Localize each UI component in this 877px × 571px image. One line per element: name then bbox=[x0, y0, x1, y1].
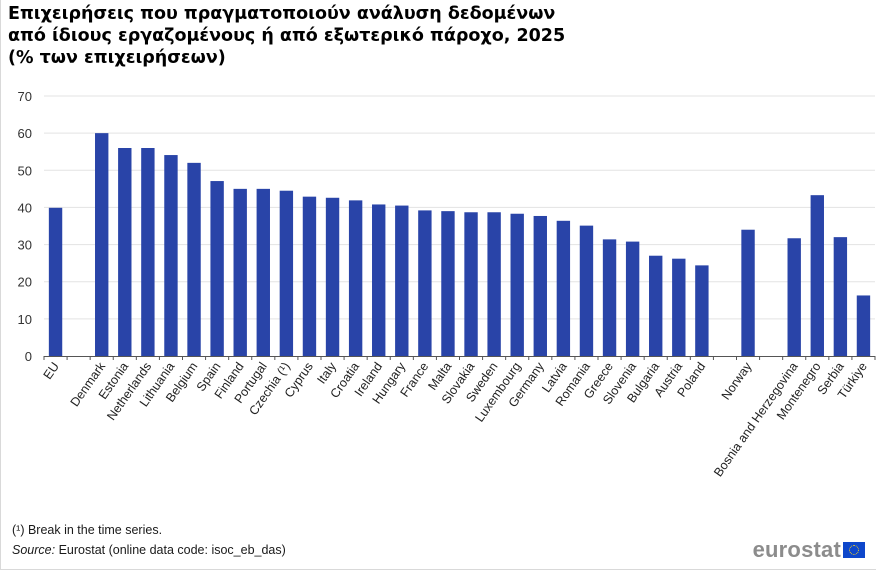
bar bbox=[395, 205, 409, 356]
footnote: (¹) Break in the time series. bbox=[12, 523, 163, 537]
bar bbox=[372, 204, 386, 356]
y-tick-label: 0 bbox=[25, 349, 32, 364]
bar bbox=[187, 162, 201, 356]
source-note: Source: Eurostat (online data code: isoc… bbox=[12, 543, 286, 557]
chart-title-line-3: (% των επιχειρήσεων) bbox=[8, 48, 226, 68]
bar bbox=[833, 237, 848, 356]
x-axis: EU DenmarkEstoniaNetherlandsLithuaniaBelg… bbox=[41, 356, 876, 479]
bar bbox=[95, 133, 109, 356]
bar bbox=[279, 190, 294, 356]
bar bbox=[487, 212, 501, 356]
eurostat-logo-text: eurostat bbox=[752, 537, 841, 562]
bar bbox=[602, 239, 617, 356]
bar bbox=[695, 265, 709, 356]
bar bbox=[141, 148, 155, 356]
chart-title-line-2: από ίδιους εργαζομένους ή από εξωτερικό … bbox=[8, 26, 566, 46]
bar bbox=[464, 212, 478, 356]
bar bbox=[210, 181, 224, 356]
bar bbox=[649, 255, 663, 356]
bar bbox=[672, 258, 686, 356]
x-tick-label: EU bbox=[41, 360, 62, 382]
bar bbox=[348, 200, 363, 356]
y-tick-label: 20 bbox=[18, 275, 32, 290]
bar bbox=[787, 238, 801, 356]
y-tick-label: 10 bbox=[18, 312, 32, 327]
y-axis: 0 10 20 30 40 50 60 70 bbox=[18, 89, 32, 364]
bar bbox=[625, 241, 640, 356]
bar bbox=[256, 188, 270, 356]
y-tick-label: 40 bbox=[18, 200, 32, 215]
bar bbox=[48, 207, 63, 356]
bar bbox=[233, 188, 247, 356]
chart-title-line-1: Επιχειρήσεις που πραγματοποιούν ανάλυση … bbox=[8, 4, 556, 24]
y-tick-label: 60 bbox=[18, 126, 32, 141]
bar bbox=[533, 215, 547, 356]
bar bbox=[856, 295, 871, 356]
eurostat-logo: eurostat bbox=[753, 537, 865, 563]
bar bbox=[418, 210, 432, 356]
chart-title: Επιχειρήσεις που πραγματοποιούν ανάλυση … bbox=[8, 3, 708, 69]
bar bbox=[579, 225, 594, 356]
bar bbox=[510, 213, 524, 356]
gridlines bbox=[44, 95, 875, 320]
bar bbox=[741, 229, 755, 356]
y-tick-label: 70 bbox=[18, 89, 32, 104]
bar bbox=[302, 196, 317, 356]
bar bbox=[118, 148, 132, 356]
bar bbox=[325, 197, 340, 356]
y-tick-label: 50 bbox=[18, 163, 32, 178]
x-tick-label: Norway bbox=[719, 359, 755, 402]
bar bbox=[164, 155, 178, 356]
bar bbox=[556, 220, 571, 356]
bar-chart: 0 10 20 30 40 50 60 70 EU DenmarkEstoniaNetherla… bbox=[18, 89, 876, 479]
source-text: Eurostat (online data code: isoc_eb_das) bbox=[55, 543, 286, 557]
source-label: Source: bbox=[12, 543, 56, 557]
y-tick-label: 30 bbox=[18, 238, 32, 253]
bar bbox=[441, 211, 455, 356]
eu-flag-icon bbox=[843, 542, 865, 558]
bar bbox=[810, 195, 824, 356]
bars bbox=[48, 133, 871, 356]
